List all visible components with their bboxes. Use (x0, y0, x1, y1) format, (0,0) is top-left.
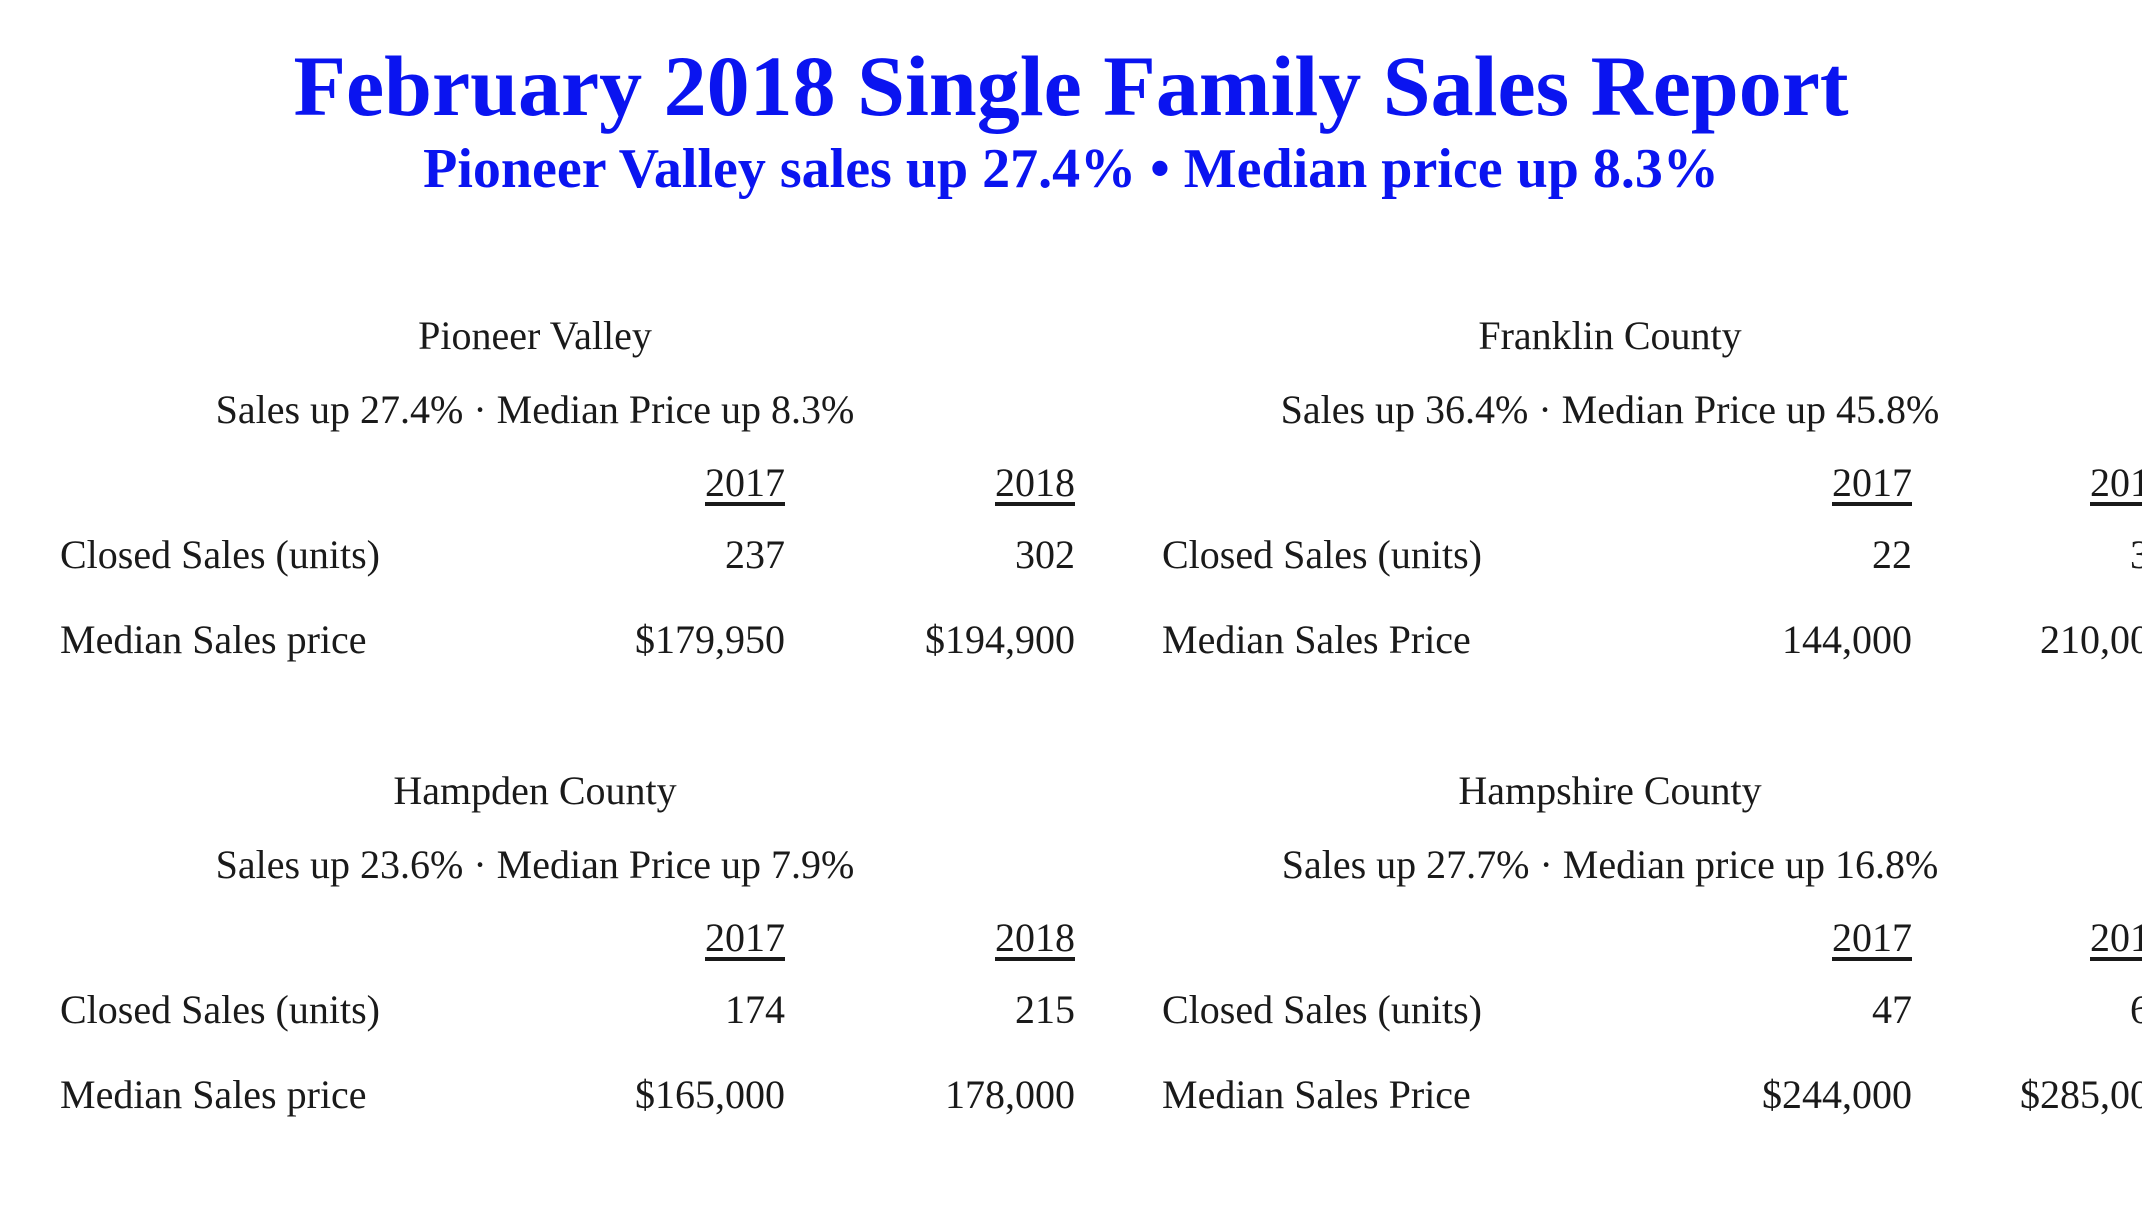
median-price-label: Median Sales Price (1162, 1072, 1471, 1117)
closed-sales-label: Closed Sales (units) (1162, 532, 1482, 577)
panel-name: Hampden County (393, 768, 677, 813)
panel-summary: Sales up 23.6% · Median Price up 7.9% (215, 842, 855, 887)
median-price-2017: $165,000 (635, 1072, 785, 1117)
closed-sales-label: Closed Sales (units) (1162, 987, 1482, 1032)
closed-sales-label: Closed Sales (units) (60, 532, 380, 577)
median-price-2018: $285,000 (2020, 1072, 2142, 1117)
column-header-2018: 2018 (995, 460, 1075, 505)
column-header-2018: 2018 (2090, 915, 2142, 960)
median-price-label: Median Sales price (60, 617, 367, 662)
closed-sales-2017: 47 (1872, 987, 1912, 1032)
closed-sales-2017: 237 (725, 532, 785, 577)
panel-summary: Sales up 27.4% · Median Price up 8.3% (215, 387, 855, 432)
median-price-label: Median Sales Price (1162, 617, 1471, 662)
panel-hampshire-county: Hampshire County Sales up 27.7% · Median… (1162, 767, 2142, 1127)
median-price-2017: 144,000 (1782, 617, 1912, 662)
closed-sales-2018: 60 (2130, 987, 2142, 1032)
closed-sales-2017: 22 (1872, 532, 1912, 577)
column-header-2017: 2017 (1832, 460, 1912, 505)
report-subtitle: Pioneer Valley sales up 27.4% • Median p… (423, 138, 1719, 200)
column-header-2017: 2017 (705, 915, 785, 960)
median-price-2018: $194,900 (925, 617, 1075, 662)
closed-sales-2017: 174 (725, 987, 785, 1032)
median-price-2018: 210,000 (2040, 617, 2142, 662)
panel-name: Hampshire County (1458, 768, 1762, 813)
column-header-2018: 2018 (2090, 460, 2142, 505)
closed-sales-label: Closed Sales (units) (60, 987, 380, 1032)
panel-summary: Sales up 27.7% · Median price up 16.8% (1281, 842, 1939, 887)
panel-name: Pioneer Valley (418, 313, 652, 358)
closed-sales-2018: 215 (1015, 987, 1075, 1032)
panel-name: Franklin County (1478, 313, 1742, 358)
median-price-2018: 178,000 (945, 1072, 1075, 1117)
median-price-label: Median Sales price (60, 1072, 367, 1117)
report-title: February 2018 Single Family Sales Report (293, 38, 1849, 134)
column-header-2017: 2017 (1832, 915, 1912, 960)
median-price-2017: $244,000 (1762, 1072, 1912, 1117)
panel-pioneer-valley: Pioneer Valley Sales up 27.4% · Median P… (60, 312, 1075, 672)
panel-hampden-county: Hampden County Sales up 23.6% · Median P… (60, 767, 1075, 1127)
median-price-2017: $179,950 (635, 617, 785, 662)
closed-sales-2018: 30 (2130, 532, 2142, 577)
closed-sales-2018: 302 (1015, 532, 1075, 577)
panel-franklin-county: Franklin County Sales up 36.4% · Median … (1162, 312, 2142, 672)
panel-summary: Sales up 36.4% · Median Price up 45.8% (1280, 387, 1940, 432)
column-header-2017: 2017 (705, 460, 785, 505)
column-header-2018: 2018 (995, 915, 1075, 960)
